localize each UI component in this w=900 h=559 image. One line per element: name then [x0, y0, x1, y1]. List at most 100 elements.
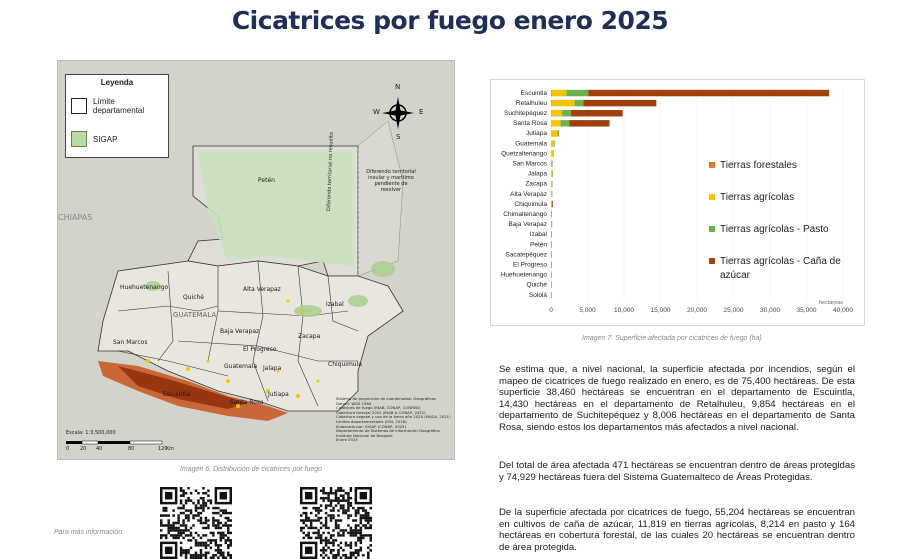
x-tick-label: 5,000 [579, 307, 596, 314]
category-label: Izabal [530, 231, 548, 238]
legend-label: Tierras agrícolas [720, 192, 794, 203]
qr-module [217, 551, 220, 555]
compass-e: E [419, 108, 424, 116]
qr-module [347, 494, 350, 497]
qr-module [314, 519, 318, 522]
qr-module [322, 499, 325, 502]
qr-module [204, 501, 208, 505]
scale-tick: 20 [80, 446, 87, 452]
qr-module [202, 491, 205, 495]
source-line: Enero 2025 [336, 437, 358, 443]
qr-module [214, 539, 218, 542]
qr-module [227, 516, 230, 520]
qr-module [339, 506, 343, 510]
qr-module [202, 487, 205, 490]
qr-module [357, 551, 360, 555]
burned-area-chart: 0 5,000 10,000 15,000 20,000 25,000 30,000 35,0… [490, 79, 865, 326]
qr-module [352, 554, 355, 557]
qr-module [314, 514, 318, 517]
category-label: Sacatepéquez [505, 251, 547, 258]
qr-module [339, 546, 343, 550]
source-line: Elaborado por: SIGAP (CONAP, 2025) [336, 423, 407, 429]
category-label: Jalapa [528, 171, 548, 178]
bar-segment [551, 89, 552, 97]
qr-module [212, 511, 215, 515]
qr-module [160, 514, 163, 517]
qr-module [337, 524, 340, 527]
qr-module [324, 506, 328, 510]
qr-module [204, 526, 208, 530]
qr-module [187, 519, 190, 522]
qr-module [359, 539, 363, 542]
qr-module [337, 487, 340, 490]
qr-module [324, 526, 328, 530]
qr-module [217, 546, 220, 550]
qr-module [327, 539, 330, 542]
qr-module [349, 544, 353, 547]
legend-item-sigap: SIGAP [71, 131, 117, 147]
qr-module [179, 487, 183, 490]
qr-module [349, 546, 353, 550]
qr-module [182, 489, 185, 492]
qr-module [304, 511, 308, 515]
qr-module [217, 544, 220, 547]
qr-module [162, 514, 165, 517]
chart-svg: 0 5,000 10,000 15,000 20,000 25,000 30,000 35,0… [501, 88, 853, 314]
bar-segment [551, 281, 552, 289]
qr-module [207, 539, 210, 542]
qr-module [160, 536, 163, 540]
qr-module [339, 504, 343, 507]
qr-code-icon[interactable] [160, 487, 232, 559]
qr-module [167, 529, 170, 532]
qr-module [207, 489, 210, 492]
qr-module [302, 536, 305, 540]
qr-module [182, 506, 185, 510]
qr-module [367, 511, 370, 515]
qr-module [212, 539, 215, 542]
qr-module [222, 531, 225, 535]
x-tick-label: 20,000 [687, 307, 707, 314]
scale-ticks: 0 20 40 80 120 Km [66, 446, 176, 454]
qr-module [369, 534, 372, 537]
qr-module [192, 536, 195, 540]
bar-segment [551, 221, 553, 228]
qr-module [217, 524, 220, 527]
qr-module [179, 551, 183, 555]
qr-module [160, 534, 163, 537]
qr-module [309, 521, 313, 525]
qr-module [219, 531, 223, 535]
qr-module [194, 506, 198, 510]
qr-module [364, 526, 368, 530]
qr-module [302, 519, 305, 522]
qr-module [337, 499, 340, 502]
qr-module [184, 491, 188, 495]
qr-module [189, 531, 193, 535]
qr-module [179, 554, 183, 557]
qr-module [199, 551, 203, 555]
qr-module [349, 504, 353, 507]
scale-tick: 120 [158, 446, 168, 452]
qr-module [359, 529, 363, 532]
qr-module [184, 549, 188, 552]
qr-module [324, 554, 328, 557]
qr-module [209, 531, 213, 535]
qr-module [314, 506, 318, 510]
qr-module [329, 519, 333, 522]
category-label: Huehuetenango [501, 272, 548, 279]
qr-module [304, 506, 308, 510]
qr-module [192, 524, 195, 527]
qr-module [359, 519, 363, 522]
qr-module [300, 519, 303, 522]
qr-module [347, 499, 350, 502]
qr-module [352, 534, 355, 537]
qr-module [357, 509, 360, 512]
qr-module [349, 531, 353, 535]
qr-module [329, 504, 333, 507]
bar-segment [551, 190, 553, 198]
qr-module [367, 516, 370, 520]
qr-module [169, 529, 173, 532]
qr-module [327, 531, 330, 535]
qr-code-icon[interactable] [300, 487, 372, 559]
qr-module [197, 511, 200, 515]
qr-module [182, 524, 185, 527]
